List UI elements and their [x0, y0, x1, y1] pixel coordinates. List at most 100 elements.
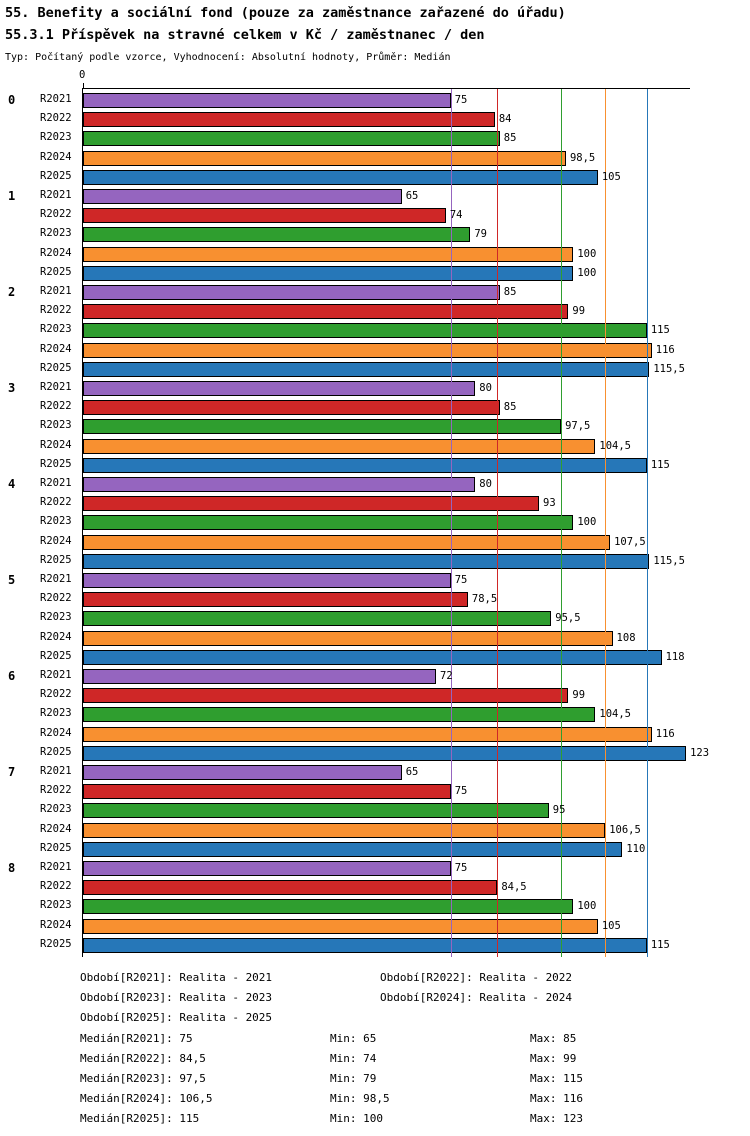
bar-value-group4-R2024: 107,5 [614, 535, 646, 548]
y-axis-label-R2024-group1: R2024 [40, 246, 72, 259]
bar-value-group2-R2021: 85 [503, 286, 517, 298]
bar-value-group6-R2022: 99 [572, 689, 586, 702]
x-axis-tick [83, 83, 84, 89]
bar-value-group4-R2021: 80 [479, 478, 492, 490]
legend-median-row1: Medián[R2022]: 84,5 [80, 1052, 206, 1065]
bar-group4-R2024 [83, 534, 611, 550]
bar-group4-R2022 [83, 496, 539, 512]
y-axis-label-R2023-group1: R2023 [40, 227, 72, 240]
group-label-6: 6 [8, 669, 16, 683]
y-axis-label-R2025-group8: R2025 [40, 937, 72, 950]
group-label-4: 4 [8, 477, 16, 491]
y-axis-label-R2024-group0: R2024 [40, 150, 72, 163]
bar-group2-R2025 [83, 361, 650, 377]
bar-value-group4-R2025: 115,5 [653, 554, 685, 567]
legend-min-row2: Min: 79 [330, 1072, 377, 1085]
bar-group5-R2023 [83, 611, 552, 627]
bar-value-group3-R2025: 115 [650, 458, 670, 471]
y-axis-label-R2022-group2: R2022 [40, 304, 72, 317]
bar-value-group8-R2025: 115 [650, 938, 670, 951]
y-axis-label-R2022-group3: R2022 [40, 400, 72, 413]
bar-value-group1-R2022: 74 [449, 209, 463, 222]
bar-group1-R2025 [83, 265, 574, 281]
y-axis-label-R2022-group1: R2022 [40, 208, 72, 221]
legend-min-row1: Min: 74 [330, 1052, 377, 1065]
bar-group1-R2023 [83, 227, 471, 243]
bar-value-group4-R2022: 93 [543, 497, 556, 510]
bar-value-group3-R2023: 97,5 [565, 420, 591, 433]
bar-value-group6-R2021: 72 [440, 670, 453, 682]
bar-value-group2-R2022: 99 [572, 305, 586, 318]
bar-group5-R2022 [83, 592, 468, 608]
bar-value-group8-R2023: 100 [577, 900, 597, 913]
y-axis-label-R2021-group4: R2021 [40, 477, 72, 489]
bar-value-group0-R2025: 105 [601, 170, 621, 183]
y-axis-label-R2024-group2: R2024 [40, 342, 72, 355]
y-axis-label-R2023-group3: R2023 [40, 419, 72, 432]
y-axis-label-R2022-group5: R2022 [40, 592, 72, 605]
y-axis-label-R2025-group5: R2025 [40, 649, 72, 662]
y-axis-label-R2021-group1: R2021 [40, 189, 72, 201]
group-label-7: 7 [8, 765, 16, 779]
chart-title: 55.3.1 Příspěvek na stravné celkem v Kč … [5, 27, 485, 43]
y-axis-label-R2025-group2: R2025 [40, 361, 72, 374]
bar-group1-R2021 [83, 189, 402, 204]
y-axis-label-R2023-group6: R2023 [40, 707, 72, 720]
median-line-R2021 [450, 89, 452, 957]
bar-group3-R2024 [83, 438, 596, 454]
legend-median-row2: Medián[R2023]: 97,5 [80, 1072, 206, 1085]
bar-value-group7-R2025: 110 [626, 842, 646, 855]
bar-group0-R2024 [83, 150, 566, 166]
bar-group7-R2023 [83, 803, 549, 819]
bar-group0-R2025 [83, 169, 598, 185]
y-axis-label-R2021-group2: R2021 [40, 285, 72, 297]
bar-group2-R2023 [83, 323, 647, 339]
bar-group8-R2025 [83, 937, 647, 953]
y-axis-label-R2021-group7: R2021 [40, 765, 72, 777]
y-axis-label-R2023-group5: R2023 [40, 611, 72, 624]
y-axis-label-R2021-group5: R2021 [40, 573, 72, 585]
bar-value-group0-R2023: 85 [503, 132, 517, 145]
bar-group8-R2021 [83, 861, 451, 876]
bar-group4-R2023 [83, 515, 574, 531]
bar-group5-R2021 [83, 573, 451, 588]
bar-group8-R2022 [83, 880, 498, 896]
bar-group6-R2021 [83, 669, 437, 684]
bar-value-group5-R2025: 118 [665, 650, 685, 663]
bar-group2-R2022 [83, 304, 569, 320]
bar-group3-R2023 [83, 419, 562, 435]
y-axis-label-R2024-group4: R2024 [40, 534, 72, 547]
bar-group7-R2024 [83, 822, 606, 838]
legend-max-row3: Max: 116 [530, 1092, 583, 1105]
y-axis-label-R2024-group8: R2024 [40, 918, 72, 931]
bar-group7-R2025 [83, 841, 623, 857]
median-line-R2024 [605, 89, 607, 957]
legend-min-row4: Min: 100 [330, 1112, 383, 1125]
legend-min-row3: Min: 98,5 [330, 1092, 390, 1105]
bar-value-group3-R2024: 104,5 [599, 439, 631, 452]
bar-group1-R2024 [83, 246, 574, 262]
legend-period-4: Období[R2025]: Realita - 2025 [80, 1011, 273, 1024]
bar-group5-R2024 [83, 630, 613, 646]
group-label-5: 5 [8, 573, 16, 587]
legend-median-row0: Medián[R2021]: 75 [80, 1032, 193, 1045]
y-axis-label-R2025-group7: R2025 [40, 841, 72, 854]
y-axis-label-R2025-group6: R2025 [40, 745, 72, 758]
bar-value-group5-R2022: 78,5 [471, 593, 498, 606]
report-title: 55. Benefity a sociální fond (pouze za z… [5, 5, 566, 21]
bar-value-group8-R2021: 75 [454, 862, 468, 874]
bar-value-group5-R2023: 95,5 [555, 612, 581, 625]
bar-value-group6-R2024: 116 [655, 727, 675, 740]
y-axis-label-R2025-group1: R2025 [40, 265, 72, 278]
y-axis-label-R2022-group8: R2022 [40, 880, 72, 893]
bar-value-group1-R2024: 100 [577, 247, 597, 260]
bar-group1-R2022 [83, 208, 446, 224]
bar-value-group6-R2025: 123 [690, 746, 710, 759]
bar-group5-R2025 [83, 649, 662, 665]
y-axis-label-R2024-group6: R2024 [40, 726, 72, 739]
bar-value-group8-R2022: 84,5 [501, 881, 527, 894]
bar-group7-R2021 [83, 765, 402, 780]
chart-legend: Období[R2021]: Realita - 2021 Období[R202… [0, 971, 750, 1131]
bar-group8-R2023 [83, 899, 574, 915]
y-axis-label-R2024-group7: R2024 [40, 822, 72, 835]
